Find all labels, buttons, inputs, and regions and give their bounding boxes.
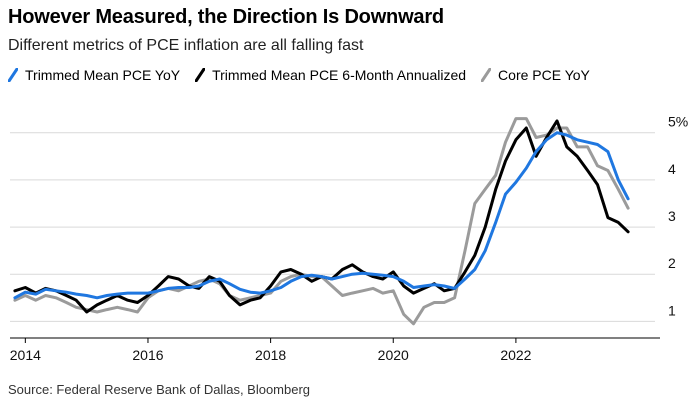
x-tick-label: 2016 bbox=[132, 347, 163, 363]
y-tick-label: 3 bbox=[668, 208, 676, 224]
y-tick-label: 5% bbox=[668, 114, 688, 130]
x-tick-label: 2020 bbox=[378, 347, 409, 363]
x-tick-label: 2014 bbox=[10, 347, 41, 363]
legend-item-trimmed-mean-6m: Trimmed Mean PCE 6-Month Annualized bbox=[195, 67, 466, 83]
chart-subtitle: Different metrics of PCE inflation are a… bbox=[8, 37, 364, 54]
chart-legend: Trimmed Mean PCE YoY Trimmed Mean PCE 6-… bbox=[8, 65, 605, 85]
legend-item-trimmed-mean-yoy: Trimmed Mean PCE YoY bbox=[8, 67, 180, 83]
y-tick-label: 4 bbox=[668, 161, 676, 177]
y-tick-label: 1 bbox=[668, 302, 676, 318]
chart-title: However Measured, the Direction Is Downw… bbox=[8, 6, 444, 28]
y-axis: 1 2 3 4 5% bbox=[668, 114, 688, 319]
legend-item-core-pce: Core PCE YoY bbox=[481, 67, 590, 83]
legend-swatch-gray bbox=[481, 68, 492, 82]
series-line-trimmed-mean-pce-yoy bbox=[13, 131, 630, 300]
legend-label-trimmed-mean-yoy: Trimmed Mean PCE YoY bbox=[25, 67, 181, 83]
x-tick-label: 2018 bbox=[255, 347, 286, 363]
chart-series bbox=[13, 117, 630, 326]
legend-label-core-pce: Core PCE YoY bbox=[498, 67, 590, 83]
x-tick-label: 2022 bbox=[500, 347, 531, 363]
chart-gridlines bbox=[10, 132, 655, 322]
y-tick-label: 2 bbox=[668, 255, 676, 271]
chart-source: Source: Federal Reserve Bank of Dallas, … bbox=[8, 382, 311, 397]
legend-swatch-blue bbox=[8, 68, 18, 82]
legend-label-trimmed-mean-6m: Trimmed Mean PCE 6-Month Annualized bbox=[212, 67, 467, 83]
x-axis: 2014 2016 2018 2020 2022 bbox=[10, 337, 660, 363]
legend-swatch-black bbox=[195, 68, 206, 82]
